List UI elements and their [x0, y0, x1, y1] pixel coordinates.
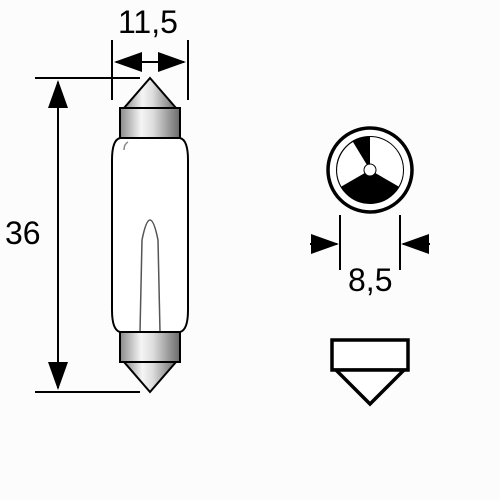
- bulb-end-view: [328, 128, 412, 212]
- cap-diameter-label: 8,5: [348, 262, 392, 299]
- technical-diagram: 11,5 36 8,5: [0, 0, 500, 500]
- diagram-svg: [0, 0, 500, 500]
- width-dimension-label: 11,5: [118, 4, 178, 41]
- height-dimension-label: 36: [5, 215, 41, 252]
- cap-side-view: [332, 340, 408, 404]
- bulb-side-view: [112, 78, 188, 392]
